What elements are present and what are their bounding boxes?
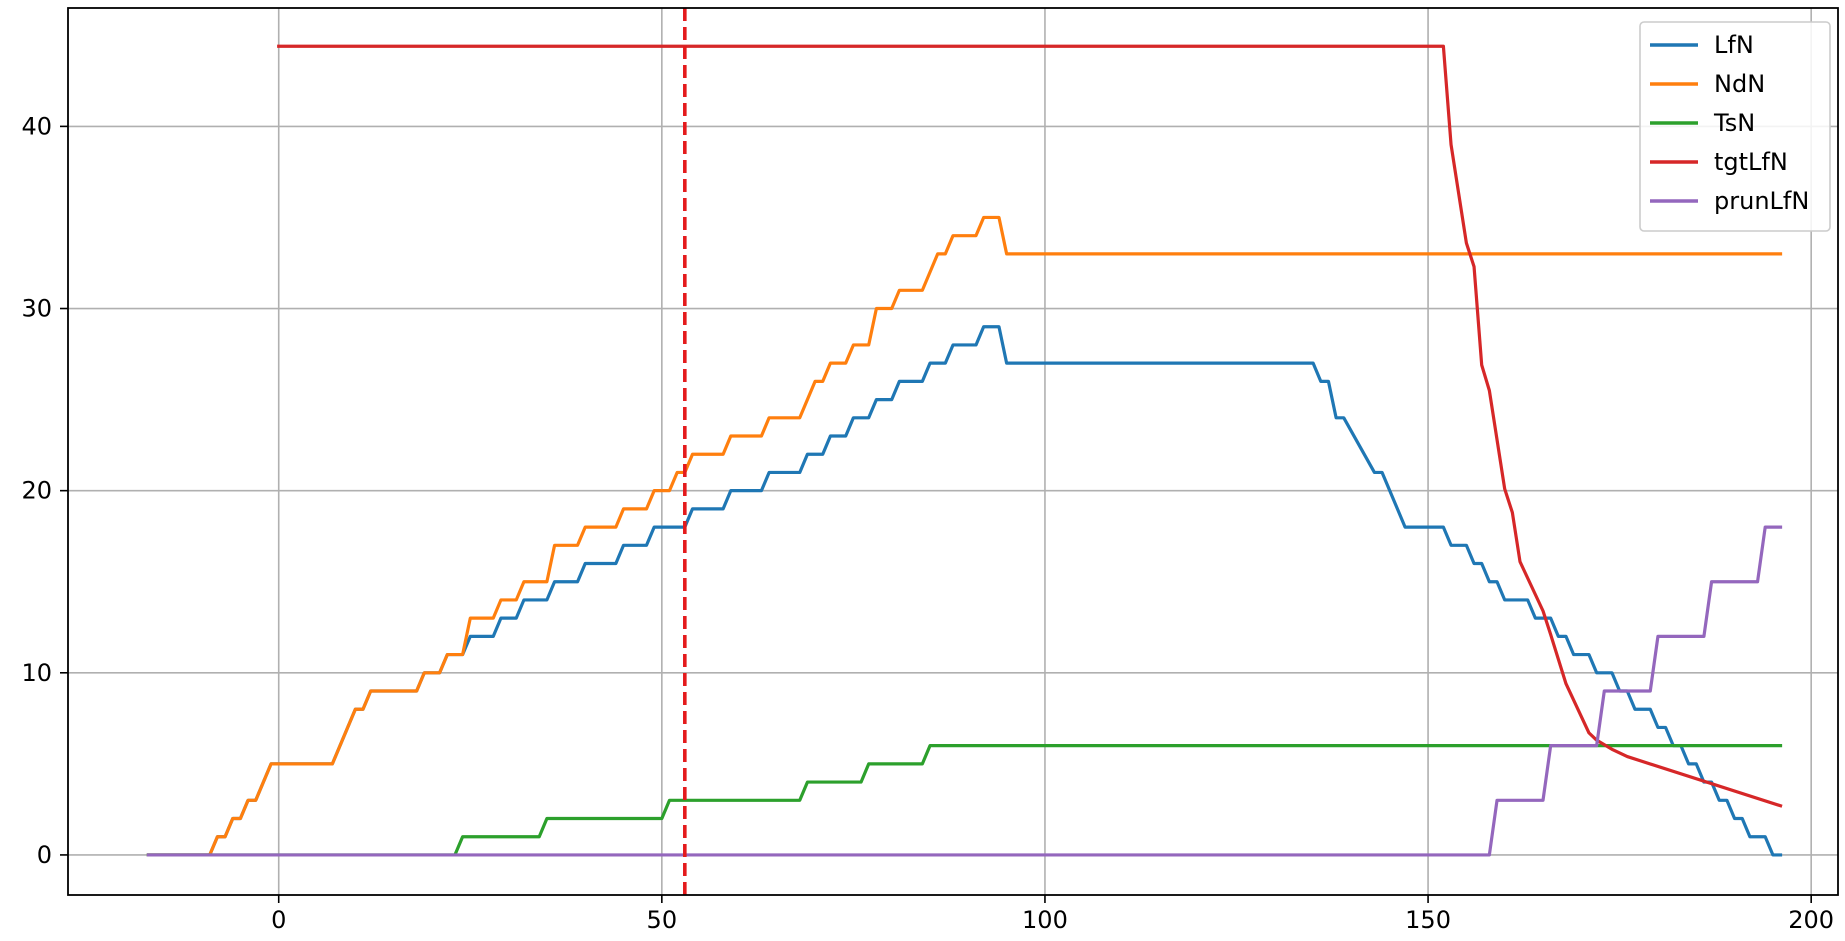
legend-label-LfN: LfN — [1714, 31, 1754, 59]
y-tick-label: 10 — [21, 659, 52, 687]
series-line-TsN — [146, 744, 1783, 857]
legend-box — [1639, 21, 1831, 232]
legend-label-tgtLfN: tgtLfN — [1714, 148, 1788, 176]
x-tick-label: 150 — [1405, 906, 1451, 934]
legend-label-prunLfN: prunLfN — [1714, 187, 1809, 215]
y-tick-label: 30 — [21, 295, 52, 323]
series-line-prunLfN — [146, 525, 1783, 857]
axes-frame — [67, 7, 1839, 896]
series-line-NdN — [146, 215, 1783, 857]
y-tick-label: 0 — [37, 841, 52, 869]
x-tick-label: 200 — [1788, 906, 1834, 934]
x-tick-label: 50 — [647, 906, 678, 934]
y-tick-label: 20 — [21, 477, 52, 505]
legend: LfN NdN TsN tgtLfN prunLfN — [1639, 21, 1831, 232]
x-tick-label: 100 — [1022, 906, 1068, 934]
y-tick-label: 40 — [21, 112, 52, 140]
legend-label-TsN: TsN — [1713, 109, 1755, 137]
legend-label-NdN: NdN — [1714, 70, 1765, 98]
x-tick-label: 0 — [271, 906, 286, 934]
series-line-tgtLfN — [277, 44, 1783, 808]
